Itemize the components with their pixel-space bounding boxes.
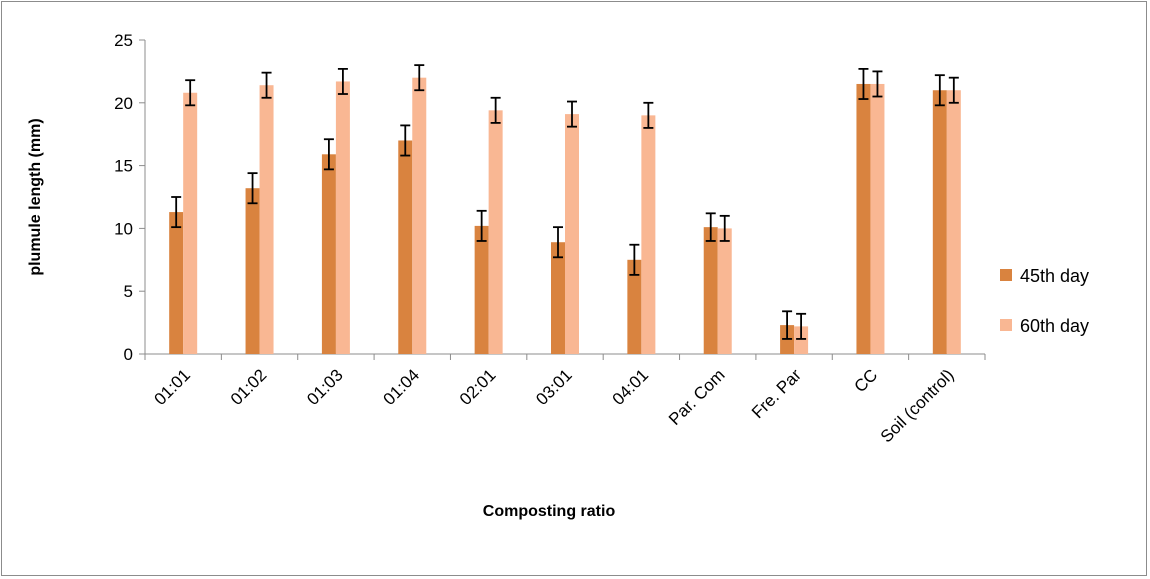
legend-label: 45th day <box>1020 266 1089 286</box>
y-tick-label: 25 <box>114 31 133 50</box>
bar <box>947 90 961 354</box>
y-axis-title: plumule length (mm) <box>27 118 44 275</box>
bar <box>641 115 655 354</box>
x-tick-label: Fre. Par <box>748 365 805 422</box>
bar <box>169 212 183 354</box>
bar <box>336 81 350 354</box>
bar <box>475 226 489 354</box>
bar <box>489 110 503 354</box>
x-tick-label: Soil (control) <box>877 365 958 446</box>
x-tick-label: 01:03 <box>303 365 347 409</box>
x-tick-label: 01:02 <box>227 365 271 409</box>
bar <box>260 85 274 354</box>
bar <box>246 188 260 354</box>
y-tick-label: 5 <box>124 282 133 301</box>
x-tick-label: 01:04 <box>380 365 424 409</box>
x-tick-label: 03:01 <box>532 365 576 409</box>
x-tick-label: 04:01 <box>609 365 653 409</box>
bar <box>856 84 870 354</box>
legend-swatch <box>1000 269 1012 281</box>
y-tick-label: 15 <box>114 157 133 176</box>
bar <box>183 93 197 354</box>
x-tick-label: CC <box>850 365 881 396</box>
y-tick-label: 0 <box>124 345 133 364</box>
bar <box>398 140 412 354</box>
bar <box>412 78 426 354</box>
legend-label: 60th day <box>1020 316 1089 336</box>
bar <box>704 227 718 354</box>
x-tick-label: 02:01 <box>456 365 500 409</box>
x-tick-label: Par. Com <box>665 365 729 429</box>
legend-swatch <box>1000 319 1012 331</box>
x-axis-title: Composting ratio <box>483 503 616 520</box>
bar <box>870 84 884 354</box>
bar <box>565 114 579 354</box>
x-tick-label: 01:01 <box>150 365 194 409</box>
bar <box>718 228 732 354</box>
bar <box>322 154 336 354</box>
y-tick-label: 20 <box>114 94 133 113</box>
bar <box>933 90 947 354</box>
legend: 45th day 60th day <box>1000 266 1089 336</box>
plot-area: 0 5 10 15 20 25 01:01 01:02 01:03 01:04 02:01 03:01… <box>114 31 985 446</box>
y-tick-label: 10 <box>114 219 133 238</box>
bar <box>551 242 565 354</box>
